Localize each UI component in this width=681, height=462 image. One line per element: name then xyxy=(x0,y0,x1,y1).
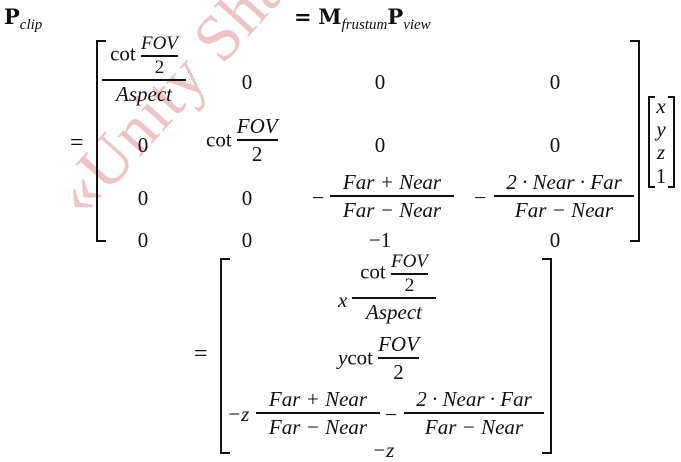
m01: 0 xyxy=(241,70,253,94)
result-y: y xyxy=(338,345,348,370)
far-minus-near-4: Far − Near xyxy=(424,415,524,439)
two-text-4: 2 xyxy=(393,360,404,384)
equals-sign: = xyxy=(294,4,312,29)
rhs-product: = MfrustumPview xyxy=(294,6,431,33)
far-minus-near-2: Far − Near xyxy=(514,198,614,222)
cot-text-2: cot xyxy=(206,127,232,152)
lhs-label: Pclip xyxy=(4,6,42,33)
m21: 0 xyxy=(241,186,253,210)
matrix-right-bracket xyxy=(630,40,640,242)
vector-y: y xyxy=(656,117,666,141)
fov-text-3: FOV xyxy=(390,251,428,272)
result-row1-fraction: cot FOV 2 Aspect xyxy=(352,252,436,324)
vector-right-bracket xyxy=(668,96,675,188)
vector-one: 1 xyxy=(655,164,667,188)
m02: 0 xyxy=(374,70,386,94)
minus-sign-m23: − xyxy=(474,185,487,210)
result-row3-fraction1: Far + Near Far − Near xyxy=(256,387,380,439)
m30: 0 xyxy=(137,228,149,252)
far-plus-near: Far + Near xyxy=(342,170,442,194)
two-text-2: 2 xyxy=(251,142,263,166)
m00-fraction: cot FOV 2 Aspect xyxy=(102,34,186,106)
result-row3-fraction2: 2 · Near · Far Far − Near xyxy=(404,387,544,439)
m-symbol: M xyxy=(318,4,342,29)
aspect-text-2: Aspect xyxy=(366,299,422,324)
m03: 0 xyxy=(549,70,561,94)
frustum-subscript: frustum xyxy=(341,17,388,34)
matrix-left-bracket xyxy=(96,40,106,242)
m12: 0 xyxy=(374,133,386,157)
m31: 0 xyxy=(241,228,253,252)
m32: −1 xyxy=(368,228,392,252)
two-text: 2 xyxy=(154,56,165,78)
result-x: x xyxy=(338,288,348,312)
result-row4: −z xyxy=(372,438,395,462)
vector-left-bracket xyxy=(648,96,655,188)
two-near-far: 2 · Near · Far xyxy=(506,170,622,194)
fov-text-4: FOV xyxy=(378,332,419,356)
m22-fraction: Far + Near Far − Near xyxy=(330,170,454,222)
result-row2: ycot FOV 2 xyxy=(338,332,419,384)
p-symbol: P xyxy=(4,4,20,29)
result-left-bracket xyxy=(220,258,230,454)
two-text-3: 2 xyxy=(404,274,415,296)
m33: 0 xyxy=(549,228,561,252)
clip-subscript: clip xyxy=(19,17,43,34)
m23-fraction: 2 · Near · Far Far − Near xyxy=(494,170,634,222)
minus-sign-m22: − xyxy=(312,185,325,210)
two-near-far-2: 2 · Near · Far xyxy=(416,387,532,411)
cot-text: cot xyxy=(110,41,136,66)
m13: 0 xyxy=(549,133,561,157)
m11-fraction: cot FOV 2 xyxy=(206,114,278,166)
m10: 0 xyxy=(137,133,149,157)
m20: 0 xyxy=(137,186,149,210)
far-minus-near-3: Far − Near xyxy=(268,415,368,439)
aspect-text: Aspect xyxy=(116,81,172,106)
fov-text: FOV xyxy=(140,33,178,54)
view-subscript: view xyxy=(403,17,431,34)
minus-sign-result: − xyxy=(385,402,398,427)
equals-matrix: = xyxy=(70,130,84,156)
result-minus-z: −z xyxy=(227,402,250,426)
far-plus-near-2: Far + Near xyxy=(268,387,368,411)
vector-z: z xyxy=(656,140,666,164)
cot-text-3: cot xyxy=(360,259,386,284)
p-view-symbol: P xyxy=(387,4,404,29)
result-right-bracket xyxy=(542,258,552,454)
fov-text-2: FOV xyxy=(236,114,278,138)
far-minus-near: Far − Near xyxy=(342,198,442,222)
vector-x: x xyxy=(656,94,666,118)
cot-text-4: cot xyxy=(347,345,373,370)
equals-result: = xyxy=(194,341,208,367)
